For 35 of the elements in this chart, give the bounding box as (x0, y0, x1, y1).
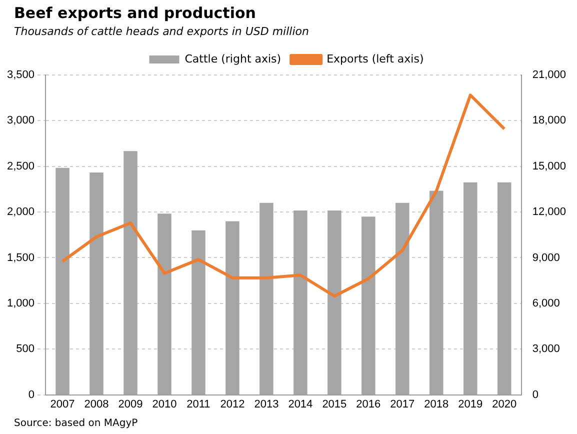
y2-tick-label: 3,000 (532, 343, 560, 356)
chart-subtitle: Thousands of cattle heads and exports in USD million (14, 25, 309, 38)
y2-tick-label: 12,000 (532, 206, 566, 218)
y2-tick-label: 0 (532, 388, 538, 401)
y-tick-label: 500 (16, 343, 35, 356)
x-tick-label: 2008 (84, 398, 109, 410)
x-tick-label: 2015 (322, 398, 347, 410)
x-tick-label: 2014 (288, 398, 313, 410)
x-tick-label: 2007 (50, 398, 75, 410)
x-tick-label: 2010 (152, 398, 177, 410)
y2-tick-label: 18,000 (532, 114, 566, 127)
x-tick-label: 2013 (254, 398, 279, 410)
y-tick-label: 2,500 (6, 160, 35, 172)
y-tick-label: 3,000 (6, 114, 35, 127)
legend-label: Exports (left axis) (326, 52, 424, 66)
x-tick-label: 2012 (220, 398, 245, 410)
legend-label: Cattle (right axis) (184, 52, 282, 66)
y-tick-label: 3,500 (6, 69, 35, 82)
y2-tick-label: 15,000 (532, 160, 566, 172)
x-tick-label: 2018 (424, 398, 449, 410)
y2-tick-label: 6,000 (532, 297, 560, 310)
x-tick-label: 2019 (458, 398, 483, 410)
x-tick-label: 2009 (118, 398, 143, 410)
x-tick-label: 2020 (492, 398, 517, 410)
y-tick-label: 0 (28, 388, 35, 401)
y2-tick-label: 21,000 (532, 69, 566, 82)
y-tick-label: 1,000 (6, 297, 35, 310)
x-tick-label: 2016 (356, 398, 381, 410)
x-tick-label: 2011 (186, 398, 210, 410)
y-tick-label: 2,000 (6, 206, 35, 218)
chart-title: Beef exports and production (14, 4, 256, 22)
y2-tick-label: 9,000 (532, 252, 560, 264)
y-tick-label: 1,500 (6, 252, 35, 264)
x-tick-label: 2017 (390, 398, 415, 410)
source-note: Source: based on MAgyP (14, 418, 138, 429)
